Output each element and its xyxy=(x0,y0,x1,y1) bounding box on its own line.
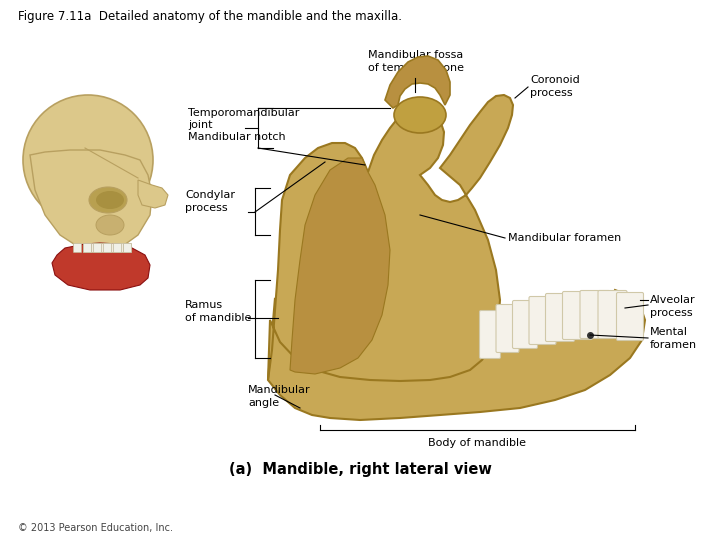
Text: Alveolar: Alveolar xyxy=(650,295,696,305)
Text: Condylar: Condylar xyxy=(185,190,235,200)
Polygon shape xyxy=(268,95,513,381)
Ellipse shape xyxy=(89,187,127,213)
FancyBboxPatch shape xyxy=(496,305,519,353)
Text: Mandibular: Mandibular xyxy=(248,385,310,395)
FancyBboxPatch shape xyxy=(99,244,107,253)
FancyBboxPatch shape xyxy=(104,244,112,253)
Text: (a)  Mandible, right lateral view: (a) Mandible, right lateral view xyxy=(228,462,492,477)
Text: Mandibular fossa: Mandibular fossa xyxy=(368,50,463,60)
Ellipse shape xyxy=(394,97,446,133)
Text: Temporomandibular: Temporomandibular xyxy=(188,108,300,118)
Text: Mandibular notch: Mandibular notch xyxy=(188,132,286,142)
Polygon shape xyxy=(52,243,150,290)
FancyBboxPatch shape xyxy=(73,244,81,253)
Text: Ramus: Ramus xyxy=(185,300,223,310)
FancyBboxPatch shape xyxy=(115,244,124,253)
FancyBboxPatch shape xyxy=(562,292,593,340)
Ellipse shape xyxy=(23,95,153,225)
FancyBboxPatch shape xyxy=(529,296,556,345)
FancyBboxPatch shape xyxy=(580,291,610,339)
FancyBboxPatch shape xyxy=(94,244,102,253)
Text: foramen: foramen xyxy=(650,340,697,350)
FancyBboxPatch shape xyxy=(84,244,91,253)
FancyBboxPatch shape xyxy=(513,300,538,348)
Text: angle: angle xyxy=(248,398,279,408)
FancyBboxPatch shape xyxy=(546,294,575,341)
Polygon shape xyxy=(290,158,390,374)
Text: Figure 7.11a  Detailed anatomy of the mandible and the maxilla.: Figure 7.11a Detailed anatomy of the man… xyxy=(18,10,402,23)
Text: of mandible: of mandible xyxy=(185,313,251,323)
FancyBboxPatch shape xyxy=(84,244,91,253)
FancyBboxPatch shape xyxy=(107,244,115,253)
Text: © 2013 Pearson Education, Inc.: © 2013 Pearson Education, Inc. xyxy=(18,523,173,533)
Text: Body of mandible: Body of mandible xyxy=(428,438,526,448)
Polygon shape xyxy=(138,180,168,208)
Text: joint: joint xyxy=(188,120,212,130)
FancyBboxPatch shape xyxy=(124,244,132,253)
Ellipse shape xyxy=(96,191,124,209)
FancyBboxPatch shape xyxy=(124,244,132,253)
Text: Mandibular foramen: Mandibular foramen xyxy=(508,233,621,243)
FancyBboxPatch shape xyxy=(91,244,99,253)
FancyBboxPatch shape xyxy=(114,244,122,253)
Ellipse shape xyxy=(96,215,124,235)
Polygon shape xyxy=(268,290,645,420)
FancyBboxPatch shape xyxy=(598,291,627,339)
Text: Coronoid: Coronoid xyxy=(530,75,580,85)
FancyBboxPatch shape xyxy=(480,310,500,359)
FancyBboxPatch shape xyxy=(616,293,644,341)
Text: process: process xyxy=(185,203,228,213)
Polygon shape xyxy=(385,56,450,108)
Text: process: process xyxy=(650,308,693,318)
Text: Mental: Mental xyxy=(650,327,688,337)
Text: process: process xyxy=(530,88,572,98)
Text: of temporal bone: of temporal bone xyxy=(368,63,464,73)
Polygon shape xyxy=(30,150,152,252)
